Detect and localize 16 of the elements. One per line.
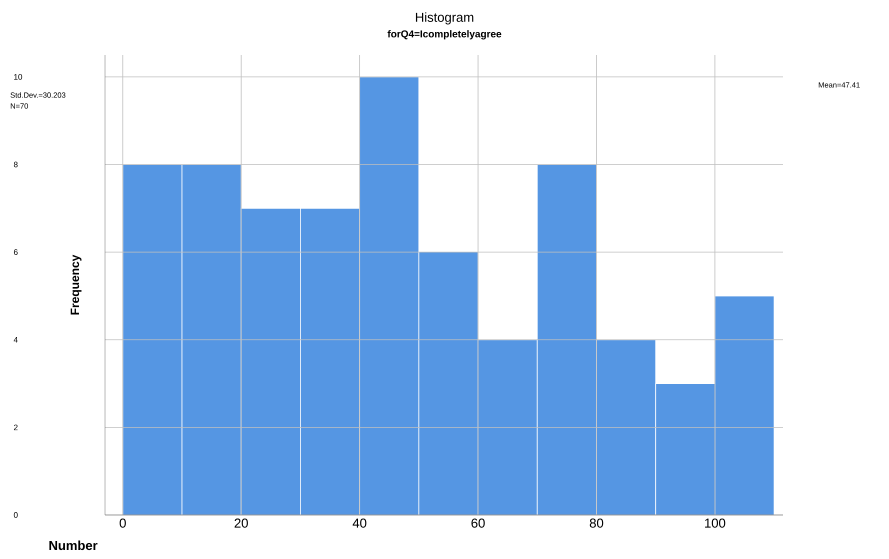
y-tick-label: 6	[14, 249, 18, 255]
y-tick-label: 4	[14, 336, 18, 342]
x-tick-label: 80	[590, 518, 604, 528]
x-tick-label: 20	[234, 518, 248, 528]
y-axis-title: Frequency	[70, 254, 82, 315]
x-tick-label: 60	[471, 518, 485, 528]
x-axis-title: Number	[49, 540, 98, 550]
y-tick-label: 10	[14, 74, 22, 80]
y-tick-label: 8	[14, 162, 18, 168]
x-tick-label: 100	[705, 518, 726, 528]
y-tick-label: 0	[14, 512, 18, 518]
y-tick-label: 2	[14, 424, 18, 430]
x-tick-label: 40	[352, 518, 366, 528]
chart-subtitle: forQ4=Icompletelyagree	[388, 30, 502, 40]
x-tick-label: 0	[120, 518, 126, 528]
chart-title: Histogram	[416, 12, 474, 24]
